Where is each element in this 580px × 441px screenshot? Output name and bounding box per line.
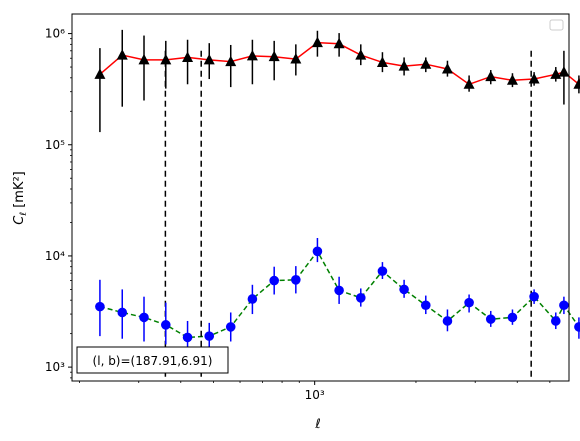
series-0-point	[160, 53, 172, 65]
series-1-point	[269, 275, 279, 286]
series-1-point	[291, 274, 301, 285]
markers	[94, 36, 580, 343]
series-0-point	[116, 49, 128, 60]
y-tick-label: 10⁴	[45, 249, 65, 263]
series-1-point	[355, 293, 366, 303]
series-1-point	[95, 301, 105, 312]
y-tick-label: 10⁵	[45, 138, 65, 152]
series-1-point	[529, 291, 539, 302]
series-0-point	[203, 53, 215, 65]
series-1-point	[399, 284, 409, 295]
series-1-point	[160, 320, 171, 330]
plot-background	[72, 14, 569, 381]
series-0-point	[355, 49, 367, 60]
y-axis-label-sub: ℓ	[19, 212, 29, 217]
y-axis-label: Cℓ [mK²]	[12, 171, 29, 224]
series-0-point	[94, 68, 106, 79]
series-0-point	[225, 55, 237, 67]
series-1-point	[204, 331, 215, 341]
annotation-box	[76, 346, 229, 374]
series-0-point	[506, 74, 518, 85]
series-1-point	[139, 312, 149, 323]
series-1-point	[550, 316, 561, 326]
series-1-point	[225, 322, 236, 332]
series-1-point	[247, 294, 258, 304]
y-tick-label: 10⁶	[45, 27, 65, 41]
series-0-point	[485, 70, 497, 82]
series-1-point	[507, 312, 518, 323]
y-axis-label-main: C	[12, 215, 27, 225]
series-0-point	[290, 53, 302, 64]
series-1-point	[559, 300, 569, 311]
series-1-point	[334, 285, 344, 296]
series-1-point	[464, 297, 474, 308]
series-0-point	[138, 53, 150, 65]
series-0-point	[558, 66, 570, 77]
series-0-point	[550, 68, 562, 79]
series-0-point	[376, 56, 388, 67]
y-tick-label: 10³	[45, 360, 65, 374]
series-1-point	[182, 332, 193, 343]
series-1-point	[312, 246, 323, 257]
series-0-point	[398, 60, 410, 71]
series-0-point	[420, 58, 432, 69]
axis-ticks: 10³ 10⁴ 10⁵ 10⁶ 10³	[45, 27, 551, 402]
series-0-point	[246, 49, 258, 61]
svg-text:Cℓ [mK²]: Cℓ [mK²]	[12, 171, 29, 224]
series-0-point	[463, 78, 475, 89]
plot-frame	[71, 13, 570, 382]
series-0-point	[573, 78, 580, 89]
series-0-point	[268, 50, 280, 62]
series-1-point	[574, 322, 580, 332]
series-1-point	[420, 300, 431, 311]
series-0-point	[441, 63, 453, 74]
y-axis-label-unit: [mK²]	[12, 171, 27, 208]
x-axis-label: ℓ	[314, 417, 320, 432]
legend-box	[549, 19, 564, 31]
series-0-point	[311, 36, 323, 48]
series-0-point	[182, 51, 194, 62]
annotation-text: (l, b)=(187.91,6.91)	[93, 354, 213, 368]
series-1-point	[485, 314, 496, 324]
series-0-point	[333, 37, 345, 49]
series-1-point	[117, 307, 128, 318]
series-1-point	[377, 266, 388, 276]
x-tick-label: 10³	[305, 388, 325, 402]
series-1-point	[442, 316, 453, 326]
series-0-point	[528, 73, 540, 84]
